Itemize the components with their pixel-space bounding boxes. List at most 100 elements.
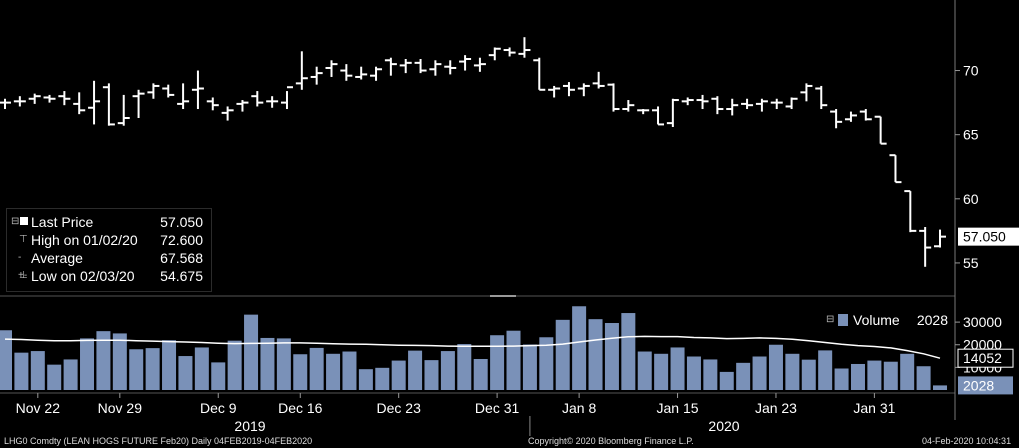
ohlc-bar (280, 86, 293, 110)
volume-bar (358, 369, 373, 390)
volume-legend-collapse-icon[interactable]: ⊟ (826, 314, 835, 325)
ohlc-bar (681, 97, 694, 106)
last-price-swatch-icon (20, 217, 28, 225)
x-year-label: 2020 (708, 418, 739, 434)
ohlc-bar (73, 92, 86, 115)
ohlc-bar (459, 55, 472, 71)
ohlc-bar (503, 47, 516, 57)
volume-bar (80, 338, 95, 390)
volume-bar (375, 367, 390, 390)
ohlc-bar (548, 85, 561, 98)
ohlc-bar (666, 98, 679, 127)
volume-bar (719, 371, 734, 390)
volume-bar (112, 333, 127, 390)
volume-legend-value: 2028 (916, 312, 948, 328)
ohlc-bar (251, 91, 264, 107)
volume-bar (63, 359, 78, 390)
volume-bar (211, 362, 226, 390)
volume-bar (670, 347, 685, 390)
volume-bar (440, 351, 455, 390)
ohlc-bar (919, 227, 932, 267)
price-y-tick-label: 55 (963, 255, 979, 271)
low-value: 54.675 (160, 268, 203, 284)
average-label: Average (31, 250, 83, 266)
volume-bar (391, 360, 406, 390)
volume-bar (260, 337, 275, 390)
ohlc-bar (577, 83, 590, 97)
ohlc-bar (607, 83, 620, 112)
legend-average: -+- Average 67.568 (11, 249, 207, 281)
ohlc-bar (102, 83, 115, 126)
legend-collapse-icon[interactable]: ⊟ (11, 216, 20, 227)
volume-bar (621, 313, 636, 390)
volume-swatch-icon (838, 314, 848, 326)
ohlc-bar (800, 83, 813, 102)
average-marker-icon: -+- (18, 252, 28, 281)
volume-bar (342, 351, 357, 390)
last-price-label: Last Price (31, 214, 94, 230)
volume-bar (490, 335, 505, 390)
ohlc-bar (473, 57, 486, 72)
volume-bar (162, 340, 177, 390)
ohlc-bar (815, 85, 828, 110)
x-tick-label: Jan 31 (853, 400, 895, 416)
volume-bar (227, 340, 242, 390)
ohlc-bar (726, 98, 739, 116)
ohlc-bar (399, 59, 412, 74)
volume-bar (326, 353, 341, 390)
last-price-tag (958, 227, 1019, 246)
volume-bar (916, 366, 931, 390)
volume-bar (900, 353, 915, 390)
ohlc-bar (370, 66, 383, 81)
legend-low: ⊥ Low on 02/03/20 54.675 (11, 267, 207, 285)
x-year-label: 2019 (234, 418, 265, 434)
volume-bar (522, 344, 537, 390)
ohlc-bar (904, 190, 917, 233)
ohlc-bar (770, 98, 783, 110)
volume-bar (604, 323, 619, 390)
volume-bar (703, 359, 718, 390)
volume-y-tick-label: 30000 (963, 314, 1002, 330)
ohlc-bar (340, 64, 353, 81)
volume-bar (654, 353, 669, 390)
volume-bar (555, 319, 570, 390)
volume-bar (244, 314, 259, 390)
ohlc-bar (88, 80, 101, 125)
ohlc-bar (355, 66, 368, 80)
ohlc-bar (384, 57, 397, 76)
volume-bar (818, 350, 833, 390)
ohlc-bar (874, 115, 887, 145)
ohlc-bar (414, 59, 427, 74)
x-tick-label: Jan 15 (657, 400, 699, 416)
ohlc-bar (266, 96, 279, 108)
ohlc-bar (325, 60, 338, 77)
volume-bar (293, 354, 308, 390)
volume-bar (539, 337, 554, 390)
volume-bar (30, 351, 45, 390)
price-y-tick-label: 70 (963, 63, 979, 79)
ohlc-bar (652, 106, 665, 126)
ohlc-bar (859, 109, 872, 121)
volume-bar (752, 356, 767, 390)
ohlc-bar (43, 94, 56, 103)
timestamp-footer: 04-Feb-2020 10:04:31 (922, 436, 1012, 446)
ohlc-bar (191, 70, 204, 110)
ohlc-bar (488, 47, 501, 61)
ohlc-bar (711, 96, 724, 115)
volume-bar (14, 352, 29, 390)
volume-bar (506, 330, 521, 390)
ohlc-bar (206, 97, 219, 111)
volume-bar (588, 319, 603, 390)
volume-bar (408, 350, 423, 390)
volume-bar (686, 356, 701, 390)
ohlc-bar (13, 96, 26, 107)
volume-bar (768, 344, 783, 390)
low-marker-icon: ⊥ (19, 270, 28, 281)
ohlc-bar (221, 106, 234, 121)
x-tick-label: Dec 23 (377, 400, 422, 416)
volume-bar (129, 349, 144, 390)
volume-bar (933, 385, 947, 390)
high-marker-icon: ⊤ (19, 234, 28, 245)
last-price-tag-label: 57.050 (963, 229, 1006, 245)
price-y-tick-label: 65 (963, 127, 979, 143)
